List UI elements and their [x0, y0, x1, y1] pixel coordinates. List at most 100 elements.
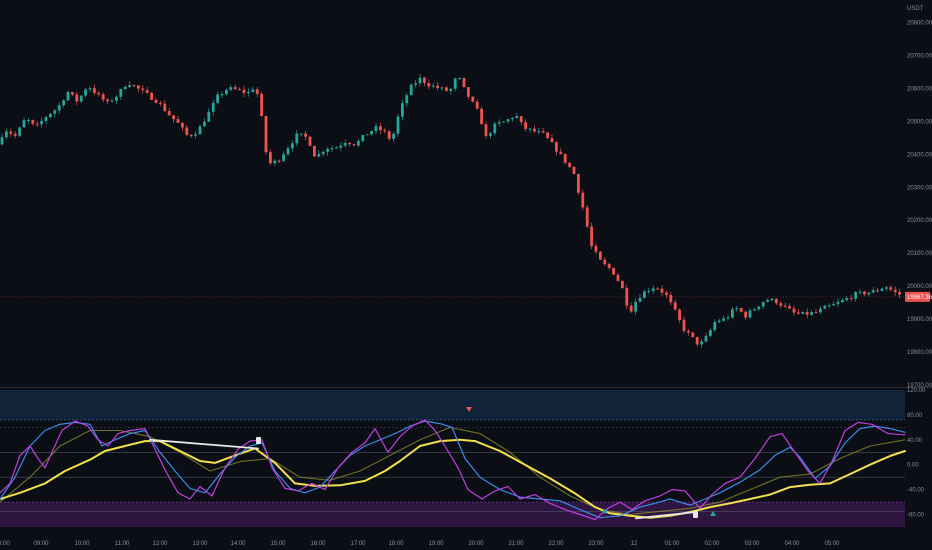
candle-body: [515, 116, 519, 119]
candle-body: [198, 126, 202, 135]
candle-body: [264, 115, 268, 153]
candle-body: [370, 130, 373, 135]
candle-body: [484, 124, 488, 136]
candle-body: [339, 145, 343, 148]
candle-body: [550, 138, 554, 143]
candle-body: [863, 291, 866, 295]
candle-body: [489, 133, 492, 136]
last-price-label: 19967.36: [907, 295, 932, 301]
candle-body: [176, 119, 180, 123]
candle-body: [57, 105, 61, 111]
candle-body: [581, 192, 585, 208]
candle-body: [22, 119, 26, 128]
candle-body: [678, 309, 681, 320]
candle-body: [27, 119, 30, 121]
candle-body: [559, 151, 563, 154]
candle-body: [665, 292, 668, 295]
candle-body: [330, 148, 334, 150]
candle-body: [704, 335, 708, 342]
candle-body: [110, 100, 114, 102]
candle-body: [379, 126, 382, 131]
osc-series-slow: [0, 426, 906, 516]
candle-body: [145, 90, 149, 93]
candle-body: [84, 89, 87, 96]
candle-body: [154, 99, 158, 103]
candle-body: [181, 122, 184, 128]
candle-body: [101, 94, 105, 100]
candle-body: [506, 119, 510, 122]
candle-body: [801, 311, 805, 314]
candle-body: [238, 89, 241, 91]
candle-body: [31, 119, 35, 124]
osc-series-signal: [0, 420, 906, 519]
candle-body: [770, 298, 774, 301]
candle-body: [533, 128, 536, 132]
candle-body: [643, 291, 646, 298]
candle-body: [537, 131, 541, 133]
candle-body: [731, 309, 734, 318]
candle-body: [189, 134, 193, 136]
candle-body: [401, 103, 404, 117]
candle-body: [819, 308, 822, 313]
candle-body: [876, 290, 879, 292]
candle-body: [572, 166, 576, 175]
candle-body: [423, 77, 426, 84]
candle-body: [739, 308, 743, 312]
candle-body: [233, 87, 237, 90]
candle-body: [880, 288, 884, 291]
candle-body: [348, 142, 351, 145]
candle-body: [651, 288, 655, 292]
candle-body: [326, 148, 329, 152]
candle-body: [352, 144, 356, 146]
candle-body: [810, 312, 813, 315]
candle-body: [471, 96, 475, 102]
candle-body: [748, 310, 752, 318]
candle-body: [321, 151, 325, 154]
sell-signal-icon: [466, 407, 472, 412]
candle-body: [387, 131, 391, 139]
candle-body: [295, 133, 299, 144]
candle-body: [115, 96, 118, 101]
candle-body: [418, 77, 422, 84]
candle-body: [656, 288, 659, 290]
candle-body: [625, 288, 629, 306]
time-tick-label: 15:00: [270, 541, 286, 547]
candle-body: [792, 308, 796, 313]
candle-body: [163, 103, 167, 112]
candle-body: [735, 308, 739, 310]
candle-body: [194, 134, 197, 136]
candle-body: [357, 140, 360, 146]
bullish-divergence-marker: [693, 511, 698, 518]
candle-body: [841, 300, 844, 303]
candle-body: [797, 312, 800, 314]
candle-body: [374, 126, 378, 131]
time-tick-label: 02:00: [704, 541, 720, 547]
candle-body: [832, 304, 835, 306]
candle-body: [277, 160, 281, 162]
time-tick-label: 22:00: [548, 541, 564, 547]
osc-series-fast: [0, 419, 906, 521]
candle-body: [511, 118, 514, 120]
time-tick-label: 20:00: [468, 541, 484, 547]
time-tick-label: 09:00: [33, 541, 49, 547]
candle-body: [35, 123, 39, 125]
price-tick-label: 20700.00: [907, 53, 932, 59]
candle-body: [365, 134, 369, 136]
candle-body: [594, 246, 598, 252]
candle-body: [269, 152, 272, 164]
candle-body: [123, 86, 127, 90]
candle-body: [0, 137, 4, 145]
time-tick-label: 13:00: [192, 541, 208, 547]
candle-body: [546, 132, 549, 139]
candle-body: [159, 102, 162, 104]
time-tick-label: 11:00: [115, 541, 130, 547]
candle-body: [563, 153, 567, 163]
candle-body: [669, 294, 673, 303]
candle-body: [119, 89, 123, 97]
price-tick-label: 19800.00: [907, 350, 932, 356]
osc-tick-label: -40.00: [907, 488, 925, 494]
candle-body: [392, 133, 395, 139]
candle-body: [53, 110, 57, 114]
candle-body: [185, 127, 189, 135]
